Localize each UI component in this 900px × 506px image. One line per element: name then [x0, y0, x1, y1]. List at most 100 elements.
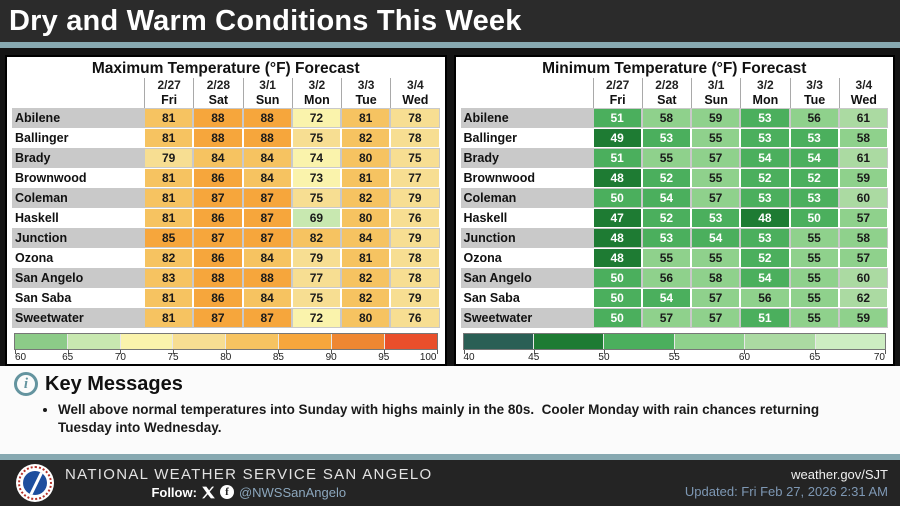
legend-tick — [331, 350, 333, 354]
temp-cell: 56 — [642, 269, 690, 287]
temp-cell: 52 — [642, 169, 690, 187]
legend-tick-label: 60 — [738, 352, 751, 363]
footer: NATIONAL WEATHER SERVICE SAN ANGELO Foll… — [0, 460, 900, 506]
table-header: 2/27 Fri 2/28 Sat 3/1 Sun 3/2 Mon 3/3 Tue 3/4 Wed — [461, 78, 889, 108]
column-day: Fri — [161, 93, 178, 107]
legend-tick-label: 90 — [325, 352, 337, 363]
bottom-divider — [0, 454, 900, 460]
column-date: 2/27 — [605, 78, 630, 92]
column-header: 3/2 Mon — [740, 78, 789, 108]
max-temp-table: Maximum Temperature (°F) Forecast 2/27 Fr… — [5, 55, 447, 366]
legend-segment — [745, 334, 816, 349]
row-label-city: Junction — [15, 231, 68, 245]
table-title: Minimum Temperature (°F) Forecast — [542, 60, 807, 77]
legend-tick — [436, 350, 438, 354]
table-row: Haskell 81 86 87 69 80 76 — [12, 208, 440, 228]
temp-cell: 56 — [741, 289, 789, 307]
legend-tick — [463, 350, 465, 354]
column-day: Mon — [752, 93, 779, 107]
temp-cell: 55 — [790, 269, 838, 287]
table-row: Coleman 50 54 57 53 53 60 — [460, 188, 888, 208]
footer-text-block: NATIONAL WEATHER SERVICE SAN ANGELO Foll… — [65, 466, 433, 501]
temp-cell: 87 — [194, 189, 242, 207]
temp-cell: 55 — [790, 289, 838, 307]
row-label-city: Brady — [15, 151, 51, 165]
column-header: 2/28 Sat — [193, 78, 242, 108]
legend-tick-label: 50 — [598, 352, 610, 363]
legend-segment — [815, 334, 886, 349]
temp-cell: 78 — [391, 129, 439, 147]
legend-tick-label: 85 — [272, 352, 284, 363]
legend-segment — [463, 334, 534, 349]
temp-cell: 51 — [593, 109, 641, 127]
table-row: Ballinger 81 88 88 75 82 78 — [12, 128, 440, 148]
row-label-city: Haskell — [15, 211, 59, 225]
temp-cell: 72 — [292, 109, 340, 127]
temp-cell: 82 — [292, 229, 340, 247]
column-day: Sat — [657, 93, 677, 107]
temp-cell: 75 — [292, 189, 340, 207]
temp-cell: 81 — [145, 109, 193, 127]
temp-cell: 58 — [692, 269, 740, 287]
temp-cell: 88 — [194, 129, 242, 147]
temp-cell: 55 — [692, 169, 740, 187]
temp-cell: 78 — [391, 249, 439, 267]
temp-cell: 74 — [292, 149, 340, 167]
legend-tick — [885, 350, 886, 354]
column-header: 3/2 Mon — [291, 78, 341, 108]
temp-cell: 53 — [790, 129, 838, 147]
legend-segment — [331, 334, 385, 349]
legend-tick-label: 95 — [378, 352, 390, 363]
temp-cell: 53 — [790, 189, 838, 207]
temp-cell: 51 — [593, 149, 641, 167]
temp-cell: 81 — [342, 109, 390, 127]
temp-cell: 52 — [741, 169, 789, 187]
table-row: Brady 51 55 57 54 54 61 — [460, 148, 888, 168]
temp-cell: 84 — [243, 169, 291, 187]
temp-cell: 57 — [692, 149, 740, 167]
org-name: NATIONAL WEATHER SERVICE SAN ANGELO — [65, 465, 433, 483]
temp-cell: 52 — [790, 169, 838, 187]
temp-cell: 81 — [145, 289, 193, 307]
footer-right: weather.gov/SJT Updated: Fri Feb 27, 202… — [685, 466, 888, 500]
column-header: 3/4 Wed — [838, 78, 888, 108]
temp-cell: 82 — [342, 129, 390, 147]
temp-cell: 81 — [342, 169, 390, 187]
temp-cell: 48 — [593, 249, 641, 267]
temp-cell: 78 — [391, 269, 439, 287]
temp-cell: 54 — [692, 229, 740, 247]
info-icon: i — [14, 372, 38, 396]
temp-cell: 50 — [593, 189, 641, 207]
column-header: 3/4 Wed — [390, 78, 439, 108]
table-row: San Saba 50 54 57 56 55 62 — [460, 288, 888, 308]
legend-tick — [533, 350, 535, 354]
temp-cell: 84 — [243, 289, 291, 307]
temp-cell: 50 — [593, 289, 641, 307]
temp-cell: 55 — [642, 249, 690, 267]
temp-cell: 50 — [790, 209, 838, 227]
legend-tick — [744, 350, 746, 354]
temp-cell: 58 — [839, 229, 887, 247]
temp-cell: 50 — [593, 309, 641, 327]
column-header: 2/27 Fri — [592, 78, 642, 108]
temp-cell: 58 — [642, 109, 690, 127]
column-date: 3/4 — [855, 78, 873, 92]
temp-cell: 79 — [391, 289, 439, 307]
temp-cell: 82 — [145, 249, 193, 267]
column-date: 2/28 — [206, 78, 231, 92]
follow-label: Follow: — [151, 484, 197, 500]
temp-cell: 52 — [642, 209, 690, 227]
key-messages-header: i Key Messages — [14, 372, 886, 396]
temp-cell: 85 — [145, 229, 193, 247]
table-header: 2/27 Fri 2/28 Sat 3/1 Sun 3/2 Mon 3/3 Tue 3/4 Wed — [12, 78, 440, 108]
table-body: Abilene 81 88 88 72 81 78 Ballinger 81 88 88 75 82 78… — [12, 108, 440, 328]
temp-cell: 82 — [342, 269, 390, 287]
column-day: Sat — [208, 93, 229, 107]
temp-cell: 87 — [194, 309, 242, 327]
row-label-city: Abilene — [15, 111, 61, 125]
follow-line: Follow: f @NWSSanAngelo — [65, 484, 433, 501]
table-row: San Angelo 50 56 58 54 55 60 — [460, 268, 888, 288]
column-date: 3/3 — [806, 78, 823, 92]
column-header: 3/1 Sun — [242, 78, 292, 108]
row-label-city: San Saba — [463, 291, 520, 305]
